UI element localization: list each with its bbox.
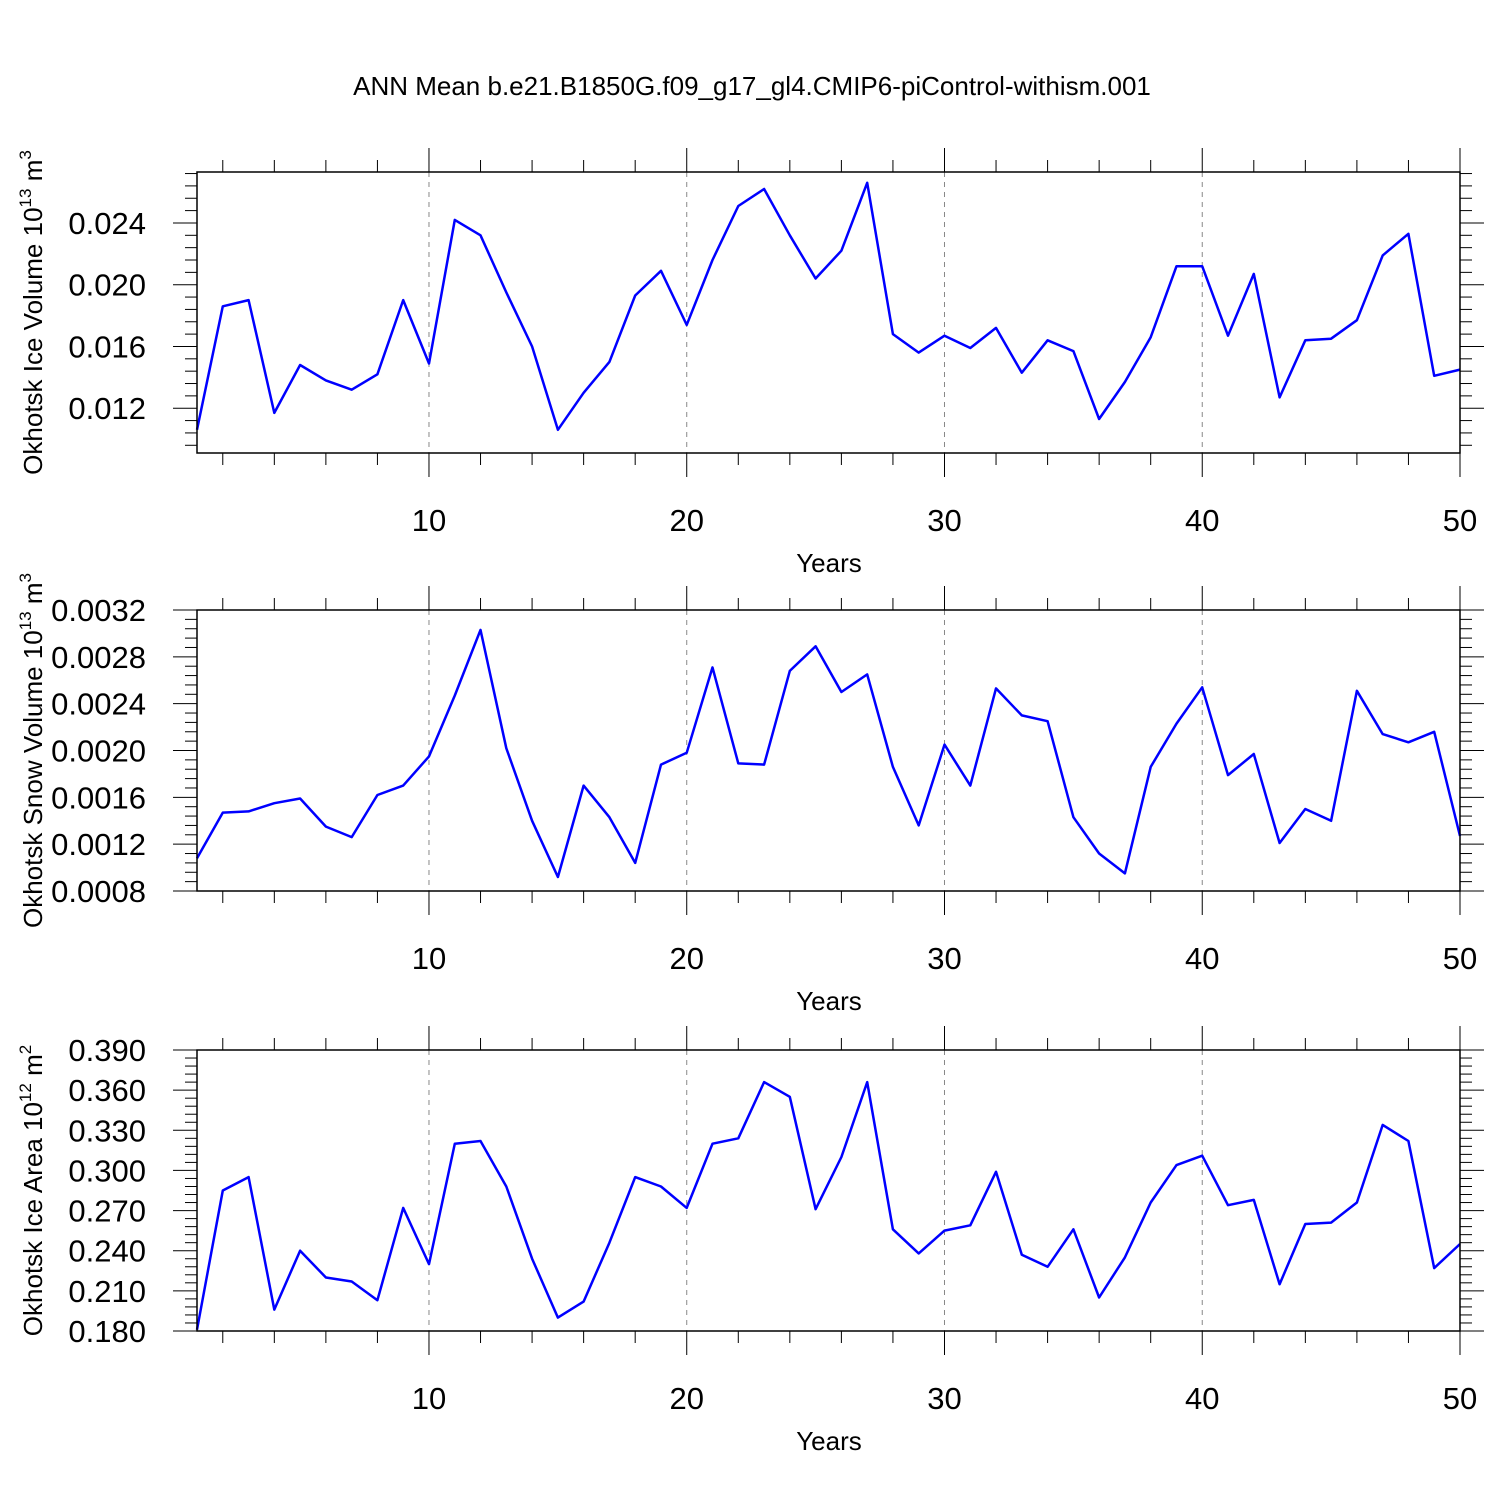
x-tick-label: 40 bbox=[1185, 503, 1219, 538]
x-tick-label: 40 bbox=[1185, 941, 1219, 976]
x-tick-label: 10 bbox=[412, 503, 446, 538]
x-tick-label: 30 bbox=[927, 1381, 961, 1416]
y-axis-label: Okhotsk Ice Area 1012 m2 bbox=[16, 1045, 48, 1336]
y-axis-label: Okhotsk Snow Volume 1013 m3 bbox=[16, 573, 48, 928]
plot-frame bbox=[196, 609, 1461, 892]
x-axis-label: Years bbox=[796, 986, 862, 1016]
x-tick-label: 20 bbox=[669, 503, 703, 538]
y-tick-label: 0.016 bbox=[68, 329, 146, 364]
y-tick-label: 0.390 bbox=[68, 1033, 146, 1068]
panel-ice-volume: 0.012 0.016 0.020 0.024 10 20 30 40 50 Years Okhot… bbox=[16, 148, 1484, 578]
y-tick-label: 0.0032 bbox=[51, 593, 146, 628]
y-tick-label: 0.240 bbox=[68, 1234, 146, 1269]
y-tick-label: 0.270 bbox=[68, 1194, 146, 1229]
y-tick-label: 0.0020 bbox=[51, 734, 146, 769]
x-tick-label: 10 bbox=[412, 941, 446, 976]
panel-snow-volume: 0.0008 0.0012 0.0016 0.0020 0.0024 0.0028 0.00… bbox=[16, 573, 1484, 1016]
y-tick-label: 0.300 bbox=[68, 1153, 146, 1188]
x-tick-label: 20 bbox=[669, 941, 703, 976]
x-tick-label: 50 bbox=[1443, 941, 1477, 976]
y-tick-label: 0.0016 bbox=[51, 780, 146, 815]
panel-ice-area: 0.180 0.210 0.240 0.270 0.300 0.330 0.360 0.390… bbox=[16, 1026, 1484, 1456]
series-line bbox=[195, 628, 1462, 879]
y-tick-label: 0.360 bbox=[68, 1073, 146, 1108]
x-tick-label: 50 bbox=[1443, 1381, 1477, 1416]
y-tick-label: 0.0028 bbox=[51, 640, 146, 675]
y-tick-label: 0.020 bbox=[68, 268, 146, 303]
y-tick-label: 0.0012 bbox=[51, 827, 146, 862]
x-tick-label: 20 bbox=[669, 1381, 703, 1416]
y-tick-label: 0.024 bbox=[68, 206, 146, 241]
x-tick-label: 10 bbox=[412, 1381, 446, 1416]
series-line bbox=[195, 1080, 1461, 1330]
x-axis-label: Years bbox=[796, 1426, 862, 1456]
x-axis-label: Years bbox=[796, 548, 862, 578]
y-tick-label: 0.0024 bbox=[51, 687, 146, 722]
y-tick-label: 0.210 bbox=[68, 1274, 146, 1309]
plot-frame bbox=[196, 171, 1461, 454]
x-tick-label: 30 bbox=[927, 941, 961, 976]
x-tick-label: 50 bbox=[1443, 503, 1477, 538]
plot-frame bbox=[196, 1049, 1461, 1332]
y-tick-label: 0.180 bbox=[68, 1314, 146, 1349]
y-tick-label: 0.0008 bbox=[51, 874, 146, 909]
y-tick-label: 0.330 bbox=[68, 1113, 146, 1148]
figure-title: ANN Mean b.e21.B1850G.f09_g17_gl4.CMIP6-… bbox=[353, 71, 1151, 101]
y-tick-label: 0.012 bbox=[68, 391, 146, 426]
series-line bbox=[195, 181, 1461, 432]
x-tick-label: 30 bbox=[927, 503, 961, 538]
x-tick-label: 40 bbox=[1185, 1381, 1219, 1416]
y-axis-label: Okhotsk Ice Volume 1013 m3 bbox=[16, 150, 48, 475]
